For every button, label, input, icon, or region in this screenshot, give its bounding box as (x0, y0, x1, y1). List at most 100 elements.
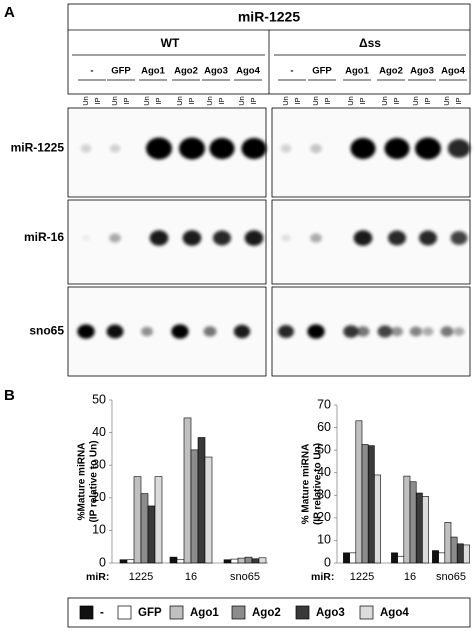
condition-label: Ago3 (204, 66, 228, 77)
lane-label: Un (81, 96, 90, 106)
bar (415, 492, 423, 564)
band (209, 137, 235, 160)
lane-label: IP (217, 97, 226, 104)
bar (154, 476, 163, 564)
bar (230, 558, 239, 564)
bar (244, 556, 253, 564)
bar (190, 449, 199, 564)
band (377, 325, 393, 338)
band (391, 326, 403, 337)
lane-label: Un (346, 96, 355, 106)
group-label: Δss (359, 36, 381, 50)
legend-label: Ago2 (252, 607, 281, 619)
lane-label: Un (411, 96, 420, 106)
bar (176, 559, 185, 564)
row-label: sno65 (29, 324, 64, 338)
lane-label: IP (249, 97, 258, 104)
bar (251, 558, 260, 564)
lane-label: IP (454, 97, 463, 104)
band (141, 326, 153, 337)
bar (456, 543, 464, 564)
band (171, 324, 189, 339)
band (77, 324, 95, 339)
y-tick-label: 0 (99, 555, 106, 569)
y-tick-label: 70 (317, 397, 331, 411)
legend-label: GFP (138, 607, 162, 619)
band (409, 326, 423, 337)
y-tick-label: 10 (317, 533, 331, 547)
condition-label: - (90, 66, 93, 77)
legend-label: Ago4 (380, 607, 409, 619)
bar (432, 550, 439, 564)
band (106, 324, 124, 339)
lane-label: IP (392, 97, 401, 104)
blot (67, 286, 267, 377)
legend-label: Ago3 (316, 607, 345, 619)
band (387, 230, 407, 246)
y-tick-label: 40 (92, 425, 106, 439)
bar (133, 476, 142, 564)
condition-label: Ago3 (410, 66, 434, 77)
legend-label: Ago1 (190, 607, 219, 619)
legend-label: - (100, 607, 104, 619)
bar (444, 522, 452, 564)
row-label: miR-16 (24, 230, 64, 244)
band (418, 230, 438, 246)
lane-label: Un (142, 96, 151, 106)
bar (438, 552, 446, 564)
bar (361, 444, 369, 564)
bar (367, 445, 375, 564)
band (422, 327, 434, 336)
bar (349, 552, 357, 564)
bar (204, 456, 213, 564)
band (182, 230, 202, 246)
bar (147, 505, 156, 564)
band (179, 137, 205, 160)
band (343, 325, 359, 338)
panel-letter: A (4, 4, 15, 21)
band (241, 137, 267, 160)
y-tick-label: 60 (317, 420, 331, 434)
x-tick-label: sno65 (436, 571, 466, 583)
y-axis-label: (IP relative to Un) (89, 440, 100, 522)
band (415, 137, 441, 160)
lane-label: IP (154, 97, 163, 104)
y-tick-label: 50 (317, 442, 331, 456)
band (149, 230, 169, 246)
band (280, 144, 292, 153)
y-tick-label: 0 (324, 555, 331, 569)
band (353, 230, 373, 246)
y-tick-label: 50 (92, 392, 106, 406)
lane-label: Un (205, 96, 214, 106)
legend-box (67, 597, 471, 628)
band (450, 231, 468, 245)
x-axis-label: miR: (86, 571, 109, 583)
legend-swatch (295, 605, 310, 620)
lane-label: Un (110, 96, 119, 106)
bar (258, 557, 267, 564)
bar (343, 552, 350, 564)
panel-letter: B (4, 387, 15, 404)
blot-title: miR-1225 (238, 9, 300, 25)
x-tick-label: 1225 (129, 571, 153, 583)
group-label: WT (161, 36, 180, 50)
condition-label: Ago4 (441, 66, 465, 77)
band (310, 143, 322, 154)
bar (463, 544, 470, 564)
lane-label: IP (358, 97, 367, 104)
lane-label: Un (237, 96, 246, 106)
y-axis-label: %Mature miRNA (77, 443, 88, 521)
lane-label: Un (442, 96, 451, 106)
y-tick-label: 10 (92, 523, 106, 537)
band (447, 139, 471, 158)
band (146, 137, 172, 160)
x-tick-label: 1225 (350, 571, 374, 583)
bar (397, 555, 405, 564)
lane-label: IP (423, 97, 432, 104)
band (233, 324, 251, 339)
band (350, 137, 376, 160)
legend-swatch (117, 605, 132, 620)
x-axis-label: miR: (311, 571, 334, 583)
bar (119, 559, 128, 564)
